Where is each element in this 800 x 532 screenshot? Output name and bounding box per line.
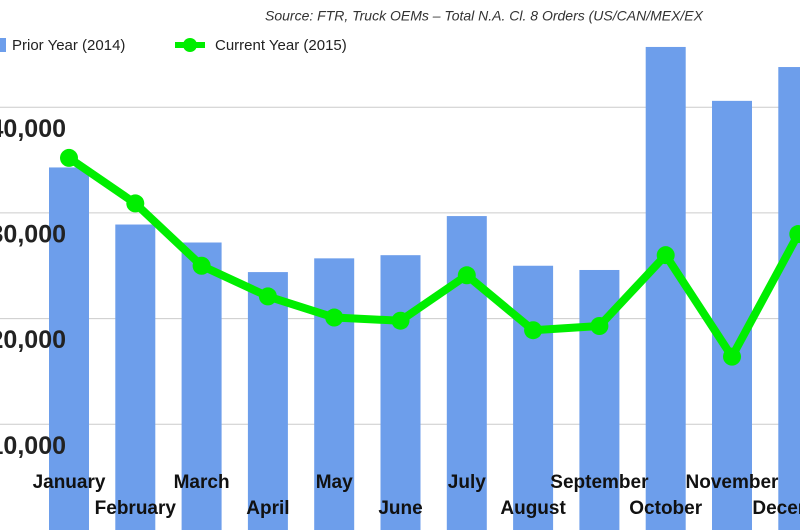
line-marker	[60, 148, 78, 167]
legend-swatch	[183, 38, 197, 52]
x-tick-label: August	[500, 498, 566, 519]
line-marker	[723, 347, 741, 366]
bar	[115, 224, 156, 531]
bar	[645, 46, 686, 531]
x-tick-label: October	[629, 498, 702, 519]
legend: Prior Year (2014) Current Year (2015)	[0, 37, 347, 54]
chart-subtitle: Source: FTR, Truck OEMs – Total N.A. Cl.…	[265, 8, 704, 24]
bar	[778, 67, 800, 530]
x-tick-label: July	[448, 472, 486, 493]
legend-label: Current Year (2015)	[215, 37, 347, 54]
y-tick-label: 10,000	[0, 432, 66, 460]
y-tick-label: 30,000	[0, 221, 66, 249]
bar	[49, 167, 89, 530]
bar	[247, 272, 288, 530]
legend-label: Prior Year (2014)	[12, 37, 125, 54]
line-marker	[192, 256, 211, 275]
x-tick-label: September	[550, 472, 649, 493]
line-marker	[325, 308, 344, 327]
labels: 10,000 20,000 30,000 40,000 January February M…	[0, 115, 800, 519]
line-marker	[524, 321, 543, 340]
line	[66, 154, 800, 361]
x-tick-label: December	[752, 498, 800, 519]
y-tick-label: 40,000	[0, 115, 66, 143]
lines	[60, 148, 800, 366]
x-tick-label: March	[174, 472, 230, 493]
bar	[513, 265, 554, 530]
x-tick-label: April	[246, 498, 289, 519]
x-tick-label: November	[686, 472, 780, 493]
line-marker	[457, 266, 476, 285]
x-tick-label: February	[95, 498, 177, 519]
bars	[49, 46, 800, 531]
legend-swatch	[0, 38, 6, 52]
line-marker	[391, 311, 410, 330]
bar	[314, 258, 355, 530]
line-marker	[126, 194, 145, 213]
bar	[181, 242, 222, 530]
x-tick-label: June	[378, 498, 422, 519]
x-tick-label: May	[316, 472, 353, 493]
bar	[712, 100, 752, 530]
x-tick-label: January	[33, 472, 106, 493]
line-marker	[656, 246, 675, 265]
y-tick-label: 20,000	[0, 326, 66, 354]
line-marker	[258, 287, 277, 306]
bar	[380, 255, 421, 530]
line-marker	[590, 316, 609, 335]
line-marker	[789, 225, 800, 244]
